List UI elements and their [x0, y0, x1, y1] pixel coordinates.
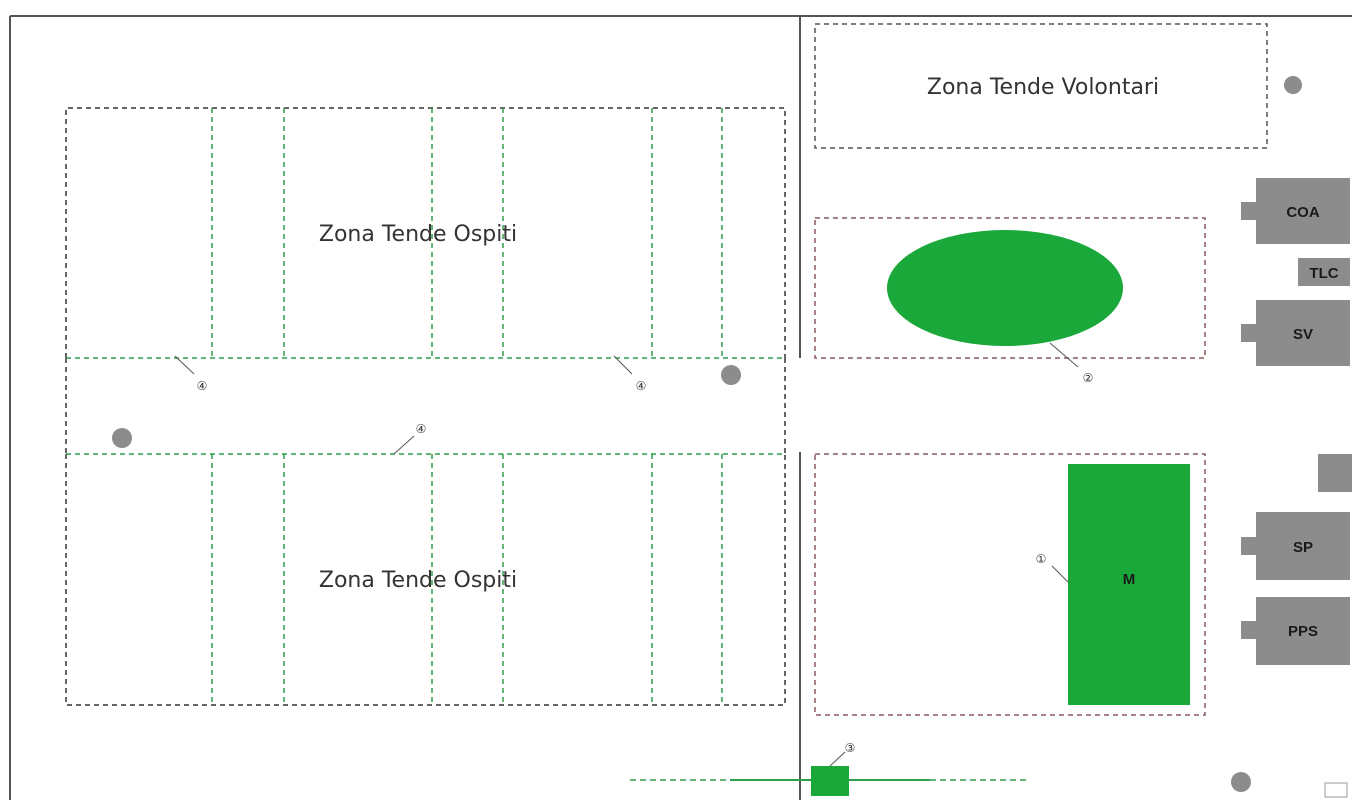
building-tlc-body: [1298, 258, 1350, 286]
guest-zone-bottom: [65, 453, 786, 706]
mensa-area: [814, 453, 1206, 716]
callout-4: ④: [636, 379, 647, 393]
mensa-building: [1068, 464, 1190, 705]
light-pole-dot: [721, 365, 741, 385]
mensa-label: M: [1123, 571, 1136, 588]
assembly-area: [814, 217, 1206, 359]
building-coa-door: [1241, 202, 1257, 220]
building-tlc: TLC: [1298, 258, 1350, 286]
guest-zone-top: [65, 107, 786, 359]
callout-4: ④: [416, 422, 427, 436]
building-pps-body: [1256, 597, 1350, 665]
building-coa: COA: [1241, 178, 1350, 244]
callout-leader: [174, 355, 195, 375]
light-poles: [112, 76, 1302, 792]
entrance-gate: [630, 766, 1030, 796]
callout-2: ②: [1083, 371, 1094, 385]
guest-zone-top-outline: [65, 107, 786, 358]
guest-zone-bottom-label: Zona Tende Ospiti: [319, 568, 517, 593]
callout-1: ①: [1036, 552, 1047, 566]
volunteer-tent-zone: [814, 23, 1268, 149]
callout-leader: [1049, 342, 1079, 368]
light-pole-dot: [112, 428, 132, 448]
corner-marker: [1324, 782, 1348, 798]
building-sp-label: SP: [1293, 539, 1313, 556]
perimeter: [9, 15, 1352, 800]
callout-leader: [829, 751, 846, 767]
gate-green-box: [811, 766, 849, 796]
callout-3: ③: [845, 741, 856, 755]
callout-leader: [1051, 565, 1069, 583]
building-pps-label: PPS: [1288, 623, 1318, 640]
light-pole-dot: [1231, 772, 1251, 792]
building-sv-body: [1256, 300, 1350, 366]
building-coa-body: [1256, 178, 1350, 244]
building-sp-door: [1241, 537, 1257, 555]
small-gray-building: [1318, 454, 1352, 492]
light-pole-dot: [1284, 76, 1302, 94]
building-sp: SP: [1241, 512, 1350, 580]
building-coa-label: COA: [1286, 204, 1320, 221]
callout-leader: [393, 435, 415, 455]
building-sv: SV: [1241, 300, 1350, 366]
building-tlc-label: TLC: [1309, 265, 1338, 282]
callout-leader: [613, 355, 633, 375]
building-sp-body: [1256, 512, 1350, 580]
building-sv-label: SV: [1293, 326, 1313, 343]
green-area-ellipse: [887, 230, 1123, 346]
building-pps-door: [1241, 621, 1257, 639]
building-pps: PPS: [1241, 597, 1350, 665]
guest-zone-top-label: Zona Tende Ospiti: [319, 222, 517, 247]
volunteer-zone-label: Zona Tende Volontari: [927, 75, 1159, 100]
building-sv-door: [1241, 324, 1257, 342]
callout-leaders: [174, 342, 1079, 767]
callout-4: ④: [197, 379, 208, 393]
